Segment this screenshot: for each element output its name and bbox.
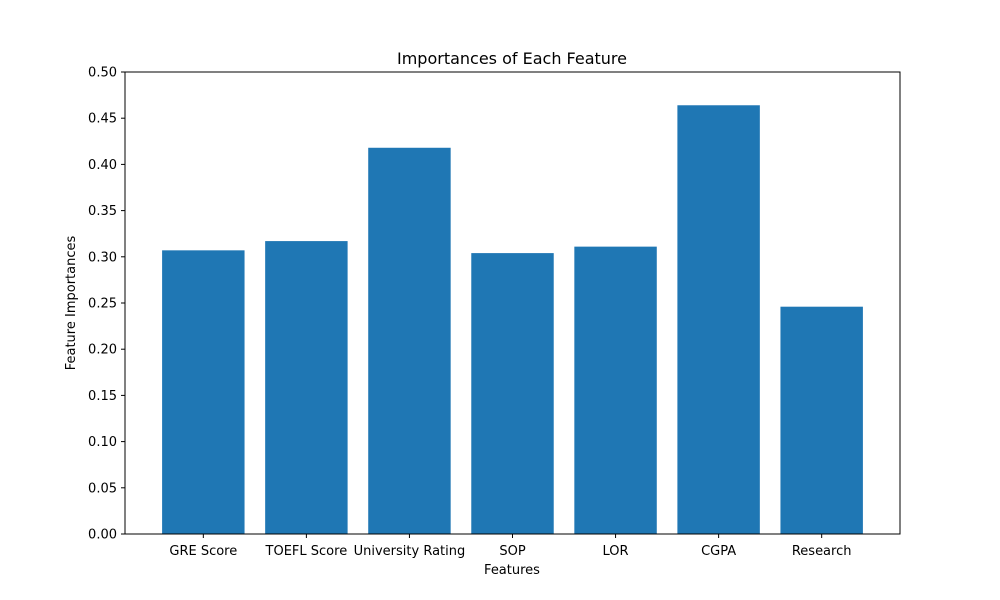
plot-frame	[124, 71, 901, 535]
y-tick-label: 0.05	[88, 481, 117, 496]
y-axis: 0.00 0.05 0.10 0.15 0.20 0.25 0.30 0.35 0.40 0.45…	[88, 66, 125, 543]
y-tick-label: 0.45	[88, 112, 117, 127]
x-tick-label: TOEFL Score	[265, 544, 348, 559]
x-tick-label: SOP	[499, 544, 525, 559]
y-tick-label: 0.25	[88, 297, 117, 312]
x-axis-label: Features	[484, 563, 540, 578]
y-tick-label: 0.15	[88, 389, 117, 404]
y-tick-label: 0.10	[88, 435, 117, 450]
bar-lor	[574, 246, 657, 535]
bar-gre-score	[162, 250, 245, 534]
y-tick-label: 0.20	[88, 343, 117, 358]
x-tick-label: LOR	[603, 544, 629, 559]
y-axis-label: Feature Importances	[64, 236, 79, 371]
bar-university-rating	[368, 147, 451, 534]
bar-research	[780, 306, 863, 534]
y-tick-label: 0.40	[88, 158, 117, 173]
bar-sop	[471, 253, 554, 534]
x-tick-label: CGPA	[701, 544, 736, 559]
y-tick-label: 0.50	[88, 66, 117, 81]
y-tick-label: 0.30	[88, 250, 117, 265]
x-axis: GRE Score TOEFL Score University Rating SOP…	[169, 534, 851, 559]
bar-toefl-score	[265, 241, 348, 535]
bar-cgpa	[677, 105, 760, 534]
x-tick-label: GRE Score	[169, 544, 237, 559]
bars-group	[162, 105, 863, 535]
chart-title: Importances of Each Feature	[397, 49, 627, 68]
y-tick-label: 0.00	[88, 528, 117, 543]
x-tick-label: Research	[792, 544, 852, 559]
y-tick-label: 0.35	[88, 204, 117, 219]
x-tick-label: University Rating	[354, 544, 466, 559]
